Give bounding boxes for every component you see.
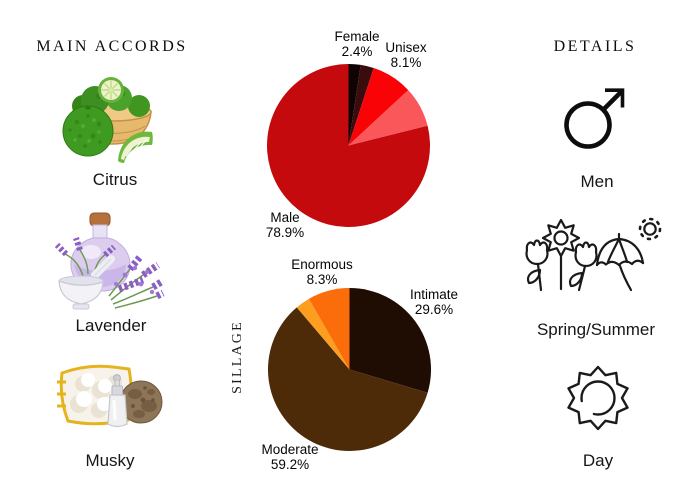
- accord-label-musky: Musky: [85, 451, 135, 470]
- sillage-pie-chart: [268, 288, 432, 451]
- detail-label-spring-summer: Spring/Summer: [536, 320, 656, 339]
- unisex-label-text: Unisex: [385, 40, 427, 55]
- female-pct-text: 2.4%: [341, 44, 373, 60]
- pie-label-male: Male 78.9%: [266, 210, 304, 240]
- pie-slice-female: [348, 63, 361, 146]
- mars-icon: [564, 88, 625, 149]
- enormous-label-text: Enormous: [291, 257, 353, 272]
- male-pct-text: 78.9%: [265, 225, 305, 241]
- pie-label-moderate: Moderate 59.2%: [261, 442, 318, 472]
- pie-label-unisex: Unisex 8.1%: [385, 40, 426, 70]
- spring-summer-icon: [525, 217, 662, 292]
- detail-label-men: Men: [580, 172, 614, 191]
- moderate-pct-text: 59.2%: [270, 457, 310, 473]
- enormous-pct-text: 8.3%: [306, 272, 338, 288]
- sillage-axis-label: SILLAGE: [230, 320, 245, 394]
- citrus-image: [62, 77, 153, 163]
- male-label-text: Male: [270, 210, 300, 225]
- intimate-pct-text: 29.6%: [414, 302, 454, 318]
- lavender-image: [54, 212, 165, 310]
- female-label-text: Female: [334, 29, 380, 44]
- pie-slice-enormous: [308, 288, 350, 370]
- pie-label-female: Female 2.4%: [334, 29, 379, 59]
- accord-label-citrus: Citrus: [92, 170, 138, 189]
- unisex-pct-text: 8.1%: [390, 55, 422, 71]
- pie-slice-unisex: [348, 67, 409, 146]
- pie-label-enormous: Enormous 8.3%: [291, 257, 353, 287]
- gender-pie-chart: [267, 63, 431, 228]
- moderate-label-text: Moderate: [261, 442, 319, 457]
- day-sun-icon: [567, 365, 629, 431]
- detail-label-day: Day: [582, 451, 614, 470]
- accord-label-lavender: Lavender: [75, 316, 147, 335]
- pie-slice-sillage-votes-2: [296, 298, 350, 370]
- musky-image: [57, 364, 163, 428]
- details-title: DETAILS: [553, 38, 637, 55]
- pie-slice-moderate: [268, 307, 428, 451]
- pie-slice-gender-votes-3: [348, 90, 428, 146]
- pie-slice-gender-votes-1: [348, 64, 374, 146]
- main-accords-title: MAIN ACCORDS: [36, 38, 188, 55]
- pie-label-intimate: Intimate 29.6%: [410, 287, 458, 317]
- pie-slice-male: [267, 64, 431, 228]
- pie-slice-intimate: [349, 288, 432, 393]
- intimate-label-text: Intimate: [409, 287, 459, 302]
